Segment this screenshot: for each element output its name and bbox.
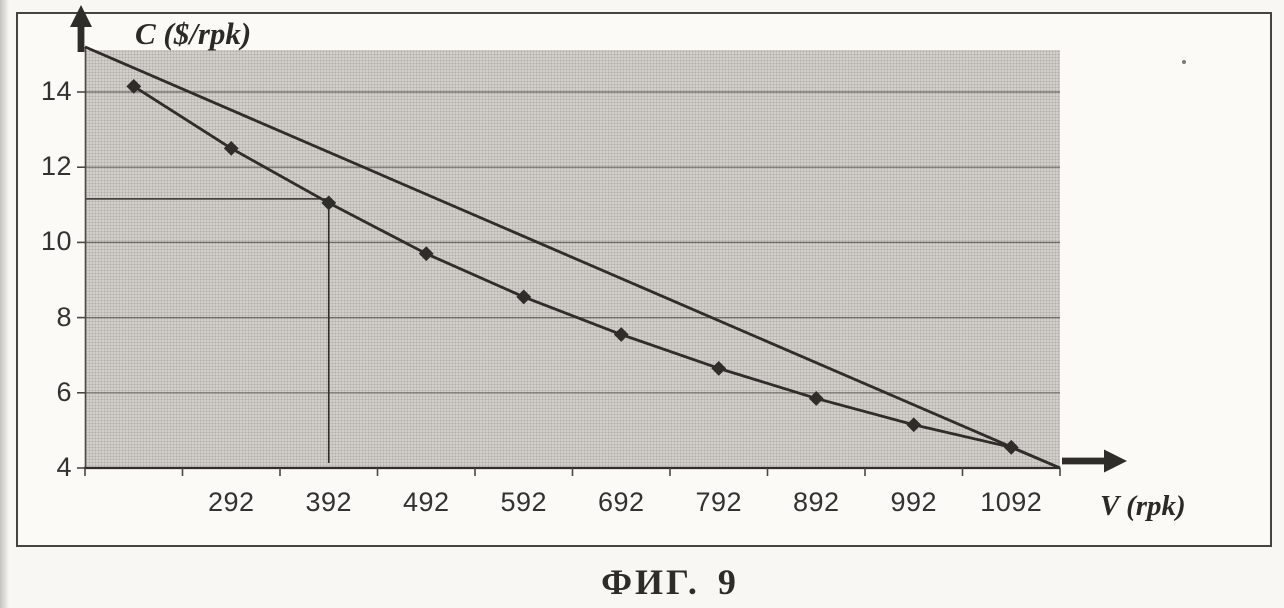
diamond-marker xyxy=(516,289,532,305)
diamond-marker xyxy=(321,195,337,211)
diamond-marker xyxy=(126,78,142,94)
diamond-marker xyxy=(711,360,727,376)
x-axis-arrow-icon xyxy=(1062,449,1127,473)
plot-area xyxy=(85,50,1060,468)
diamond-marker xyxy=(418,246,434,262)
scan-edge-shadow xyxy=(0,0,9,608)
series-cost-curve xyxy=(132,85,1061,470)
diamond-marker xyxy=(1003,439,1019,455)
y-axis-arrow-icon xyxy=(70,5,92,52)
x-axis-title: V (rpk) xyxy=(1100,490,1186,522)
figure-caption: ФИГ. 9 xyxy=(601,562,739,602)
series-linear-reference xyxy=(84,45,1061,470)
diamond-marker xyxy=(906,417,922,433)
diamond-marker xyxy=(808,391,824,406)
diamond-marker xyxy=(223,141,239,156)
scan-speck xyxy=(1182,60,1186,64)
diamond-marker xyxy=(613,327,629,342)
y-axis-title: C ($/rpk) xyxy=(135,16,252,51)
